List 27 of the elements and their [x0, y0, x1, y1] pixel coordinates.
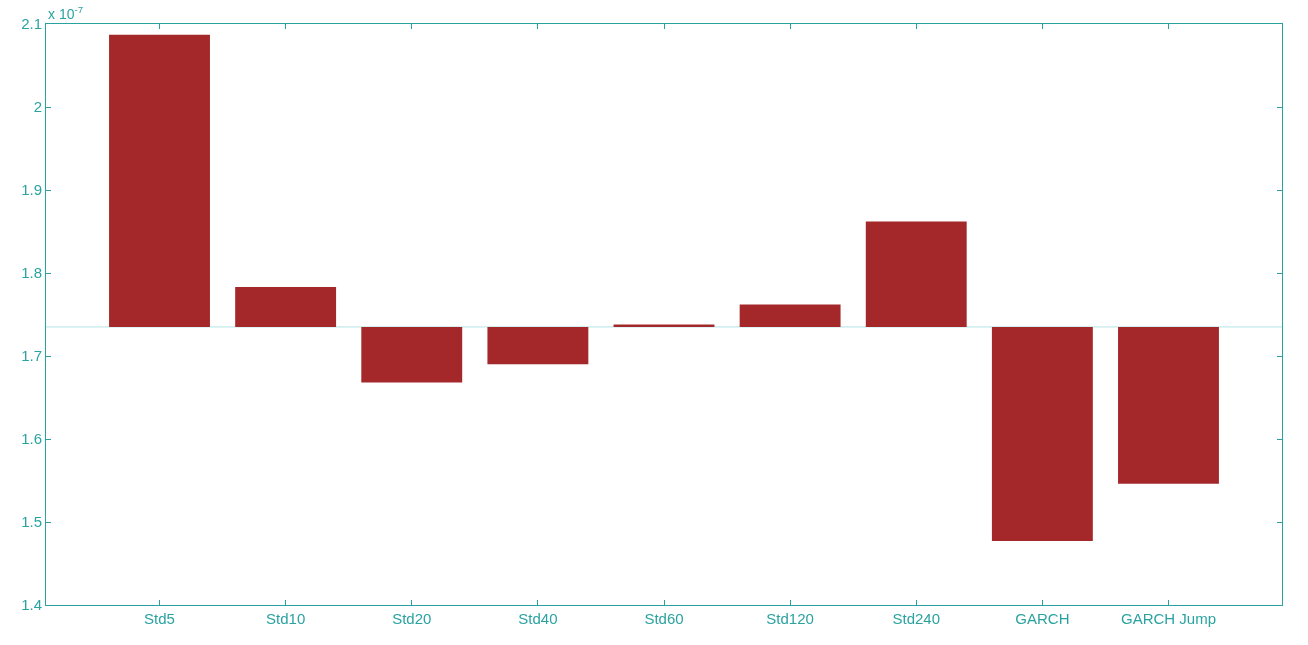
bar	[487, 326, 589, 365]
y-tick-label: 1.7	[21, 347, 42, 365]
bar	[109, 34, 210, 327]
bar	[991, 326, 1093, 542]
y-tick-label: 1.4	[21, 596, 42, 614]
bar	[613, 324, 715, 327]
x-tick-label: GARCH	[1015, 610, 1070, 627]
bar	[739, 304, 841, 327]
bar	[235, 287, 337, 327]
y-tick-label: 1.8	[21, 264, 42, 282]
bar	[1118, 326, 1219, 484]
x-tick-label: Std240	[892, 610, 941, 627]
x-tick-label: Std10	[266, 610, 306, 627]
y-tick-label: 1.6	[21, 430, 42, 448]
x-tick-label: Std60	[644, 610, 684, 627]
x-tick-label: Std120	[766, 610, 814, 627]
x-tick-label: GARCH Jump	[1120, 610, 1217, 627]
y-tick-label: 1.9	[21, 181, 42, 199]
bar	[865, 221, 967, 327]
text: x 10$^{-7}$	[48, 4, 84, 22]
bar	[361, 326, 463, 383]
x-tick-label: Std20	[392, 610, 432, 627]
y-tick-label: 2.1	[21, 15, 42, 33]
x-tick-label: Std40	[518, 610, 558, 627]
y-tick-label: 1.5	[21, 513, 42, 531]
x-tick-label: Std5	[144, 610, 175, 627]
y-tick-label: 2	[33, 98, 42, 116]
